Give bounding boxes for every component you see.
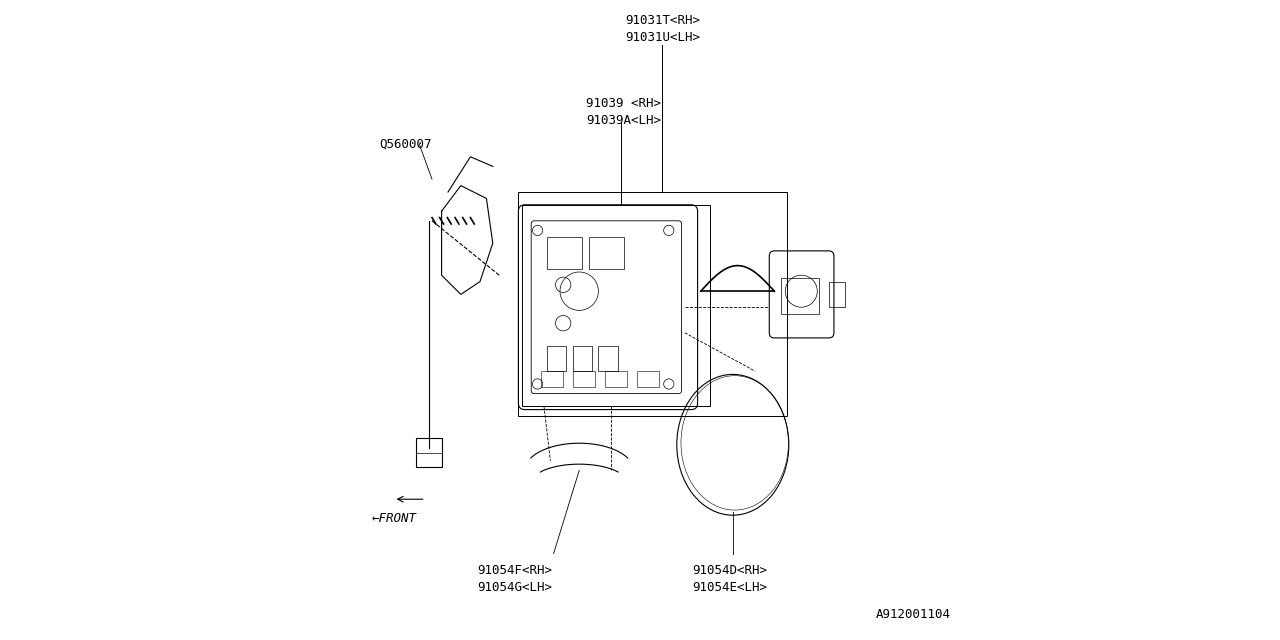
Bar — [637, 371, 659, 387]
Bar — [589, 237, 625, 269]
Bar — [573, 371, 595, 387]
Text: 91031T<RH>
91031U<LH>: 91031T<RH> 91031U<LH> — [625, 14, 700, 44]
Bar — [518, 192, 787, 416]
Bar — [604, 371, 627, 387]
Bar — [573, 346, 591, 371]
Bar — [548, 346, 567, 371]
Text: Q560007: Q560007 — [379, 138, 433, 150]
Bar — [548, 237, 582, 269]
Bar — [540, 371, 563, 387]
Text: ←FRONT: ←FRONT — [371, 512, 416, 525]
Text: 91054F<RH>
91054G<LH>: 91054F<RH> 91054G<LH> — [477, 564, 553, 594]
Bar — [781, 278, 819, 314]
Text: A912001104: A912001104 — [876, 608, 950, 621]
Text: 91039 <RH>
91039A<LH>: 91039 <RH> 91039A<LH> — [586, 97, 662, 127]
Bar — [599, 346, 617, 371]
Bar — [829, 282, 845, 307]
Text: 91054D<RH>
91054E<LH>: 91054D<RH> 91054E<LH> — [692, 564, 767, 594]
Bar — [416, 438, 442, 467]
Bar — [522, 205, 710, 406]
